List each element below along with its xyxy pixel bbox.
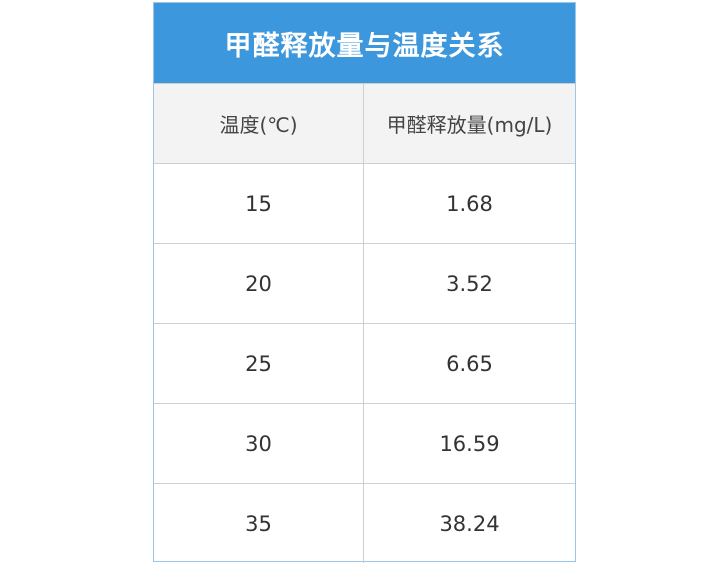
table-row: 15 1.68: [154, 163, 575, 243]
cell-temperature: 30: [154, 404, 364, 483]
table-row: 20 3.52: [154, 243, 575, 323]
cell-temperature: 35: [154, 484, 364, 563]
table-row: 30 16.59: [154, 403, 575, 483]
header-temperature: 温度(℃): [154, 84, 364, 163]
data-table: 甲醛释放量与温度关系 温度(℃) 甲醛释放量(mg/L) 15 1.68 20 …: [153, 2, 576, 563]
cell-formaldehyde: 1.68: [446, 191, 493, 216]
cell-temperature: 20: [154, 244, 364, 323]
cell-temperature: 25: [154, 324, 364, 403]
cell-formaldehyde: 38.24: [439, 511, 500, 536]
table-title: 甲醛释放量与温度关系: [154, 3, 575, 83]
cell-temperature: 15: [154, 164, 364, 243]
cell-formaldehyde: 3.52: [446, 271, 493, 296]
table-header-row: 温度(℃) 甲醛释放量(mg/L): [154, 83, 575, 163]
table-row: 35 38.24: [154, 483, 575, 563]
cell-formaldehyde: 16.59: [439, 431, 500, 456]
table-row: 25 6.65: [154, 323, 575, 403]
header-formaldehyde: 甲醛释放量(mg/L): [386, 113, 553, 137]
cell-formaldehyde: 6.65: [446, 351, 493, 376]
